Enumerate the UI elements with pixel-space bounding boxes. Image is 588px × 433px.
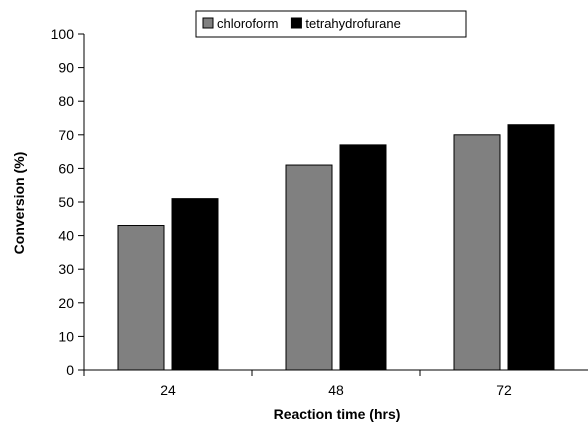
bar-series [118,125,554,370]
legend-label-chloroform: chloroform [217,16,278,31]
y-tick-label: 70 [58,127,74,143]
bar-chloroform-24 [118,226,164,370]
y-tick-label: 10 [58,328,74,344]
x-tick-label: 48 [328,382,344,398]
legend-label-tetrahydrofurane: tetrahydrofurane [305,16,400,31]
y-tick-label: 0 [66,362,74,378]
y-tick-label: 100 [51,26,75,42]
y-tick-label: 80 [58,93,74,109]
y-axis-title: Conversion (%) [11,152,27,255]
legend: chloroform tetrahydrofurane [196,11,466,37]
x-tick-label: 24 [160,382,176,398]
y-tick-label: 30 [58,261,74,277]
x-axis-title: Reaction time (hrs) [274,406,401,422]
bar-chloroform-48 [286,165,332,370]
x-axis-ticks: 24 48 72 [84,370,512,398]
y-tick-label: 50 [58,194,74,210]
bar-chloroform-72 [454,135,500,370]
y-tick-label: 40 [58,228,74,244]
y-tick-label: 60 [58,160,74,176]
y-tick-label: 20 [58,295,74,311]
y-tick-label: 90 [58,60,74,76]
x-tick-label: 72 [496,382,512,398]
bar-tetrahydrofurane-48 [340,145,386,370]
bar-tetrahydrofurane-24 [172,199,218,370]
legend-swatch-tetrahydrofurane [291,18,301,28]
legend-swatch-chloroform [203,18,213,28]
y-axis-ticks: 0 10 20 30 40 50 60 70 80 90 100 [51,26,84,378]
bar-tetrahydrofurane-72 [508,125,554,370]
